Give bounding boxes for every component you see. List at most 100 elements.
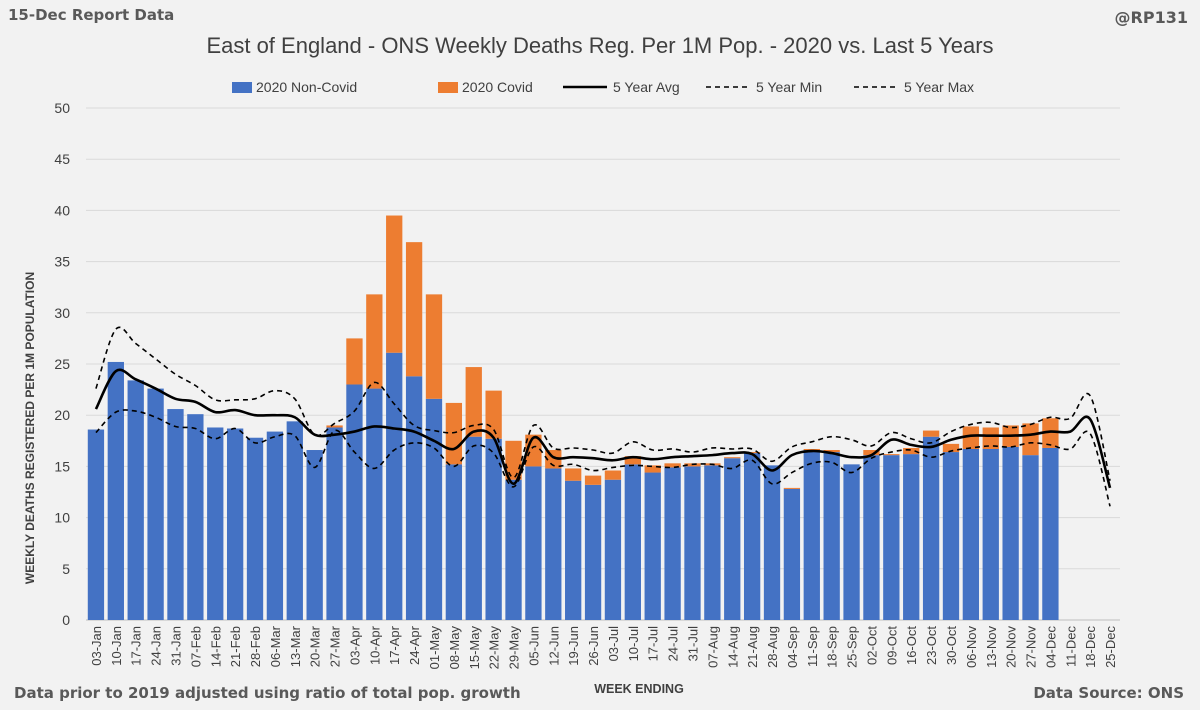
bar-non-covid	[942, 452, 960, 620]
bar-non-covid	[724, 458, 741, 620]
legend-swatch	[232, 82, 252, 93]
bar-non-covid	[207, 427, 224, 620]
bar-non-covid	[883, 455, 900, 620]
x-tick-label: 03-Jan	[89, 626, 104, 666]
report-date-label: 15-Dec Report Data	[8, 6, 175, 24]
bar-non-covid	[962, 448, 980, 620]
bar-non-covid	[505, 479, 522, 620]
x-tick-label: 24-Jul	[666, 626, 681, 662]
bar-covid	[465, 367, 482, 437]
bar-non-covid	[187, 414, 204, 620]
y-tick-label: 5	[62, 561, 70, 577]
y-tick-label: 35	[54, 254, 70, 270]
y-tick-label: 25	[54, 356, 70, 372]
y-tick-label: 45	[54, 151, 70, 167]
bar-covid	[644, 465, 661, 473]
chart-title: East of England - ONS Weekly Deaths Reg.…	[206, 33, 993, 58]
x-tick-label: 24-Jan	[149, 626, 164, 666]
bar-covid	[942, 443, 960, 453]
line-5-year-max	[95, 326, 1111, 481]
x-tick-label: 19-Jun	[566, 626, 581, 666]
x-tick-label: 10-Jan	[109, 626, 124, 666]
x-tick-label: 06-Nov	[964, 626, 979, 668]
bar-covid	[386, 215, 403, 353]
x-tick-label: 29-May	[507, 626, 522, 670]
bar-non-covid	[425, 398, 443, 620]
x-axis-label: WEEK ENDING	[594, 682, 684, 696]
x-tick-label: 03-Jul	[606, 626, 621, 662]
x-tick-label: 30-Oct	[944, 626, 959, 665]
bar-non-covid	[346, 384, 363, 620]
bar-non-covid	[863, 455, 880, 620]
bar-non-covid	[167, 409, 184, 620]
bar-non-covid	[783, 488, 801, 620]
bar-non-covid	[266, 431, 284, 620]
legend: 2020 Non-Covid 2020 Covid 5 Year Avg 5 Year…	[232, 79, 974, 95]
bar-covid	[326, 425, 343, 428]
x-tick-label: 11-Sep	[805, 626, 820, 667]
line-5-year-min	[95, 409, 1111, 507]
x-tick-label: 13-Mar	[288, 625, 303, 667]
bar-non-covid	[743, 453, 761, 620]
bar-covid	[485, 390, 502, 439]
bar-non-covid	[684, 466, 701, 620]
bar-non-covid	[366, 388, 383, 620]
bar-non-covid	[445, 464, 463, 620]
bar-non-covid	[982, 448, 999, 620]
bar-covid	[405, 242, 423, 377]
legend-label: 2020 Non-Covid	[256, 79, 357, 95]
bar-non-covid	[604, 479, 622, 620]
bar-non-covid	[525, 466, 542, 620]
x-tick-label: 10-Jul	[626, 626, 641, 662]
legend-label: 5 Year Min	[756, 79, 822, 95]
x-tick-label: 08-May	[447, 626, 462, 670]
bar-non-covid	[1042, 447, 1059, 620]
x-tick-label: 09-Oct	[884, 626, 899, 665]
bar-non-covid	[843, 464, 860, 620]
x-tick-label: 24-Apr	[407, 625, 422, 665]
bar-covid	[883, 454, 900, 456]
legend-label: 5 Year Max	[904, 79, 974, 95]
bar-non-covid	[107, 361, 124, 620]
bar-covid	[982, 427, 999, 449]
author-handle: @RP131	[1114, 8, 1188, 27]
bar-covid	[922, 430, 940, 437]
x-tick-label: 28-Aug	[765, 626, 780, 668]
x-tick-label: 26-Jun	[586, 626, 601, 666]
bar-covid	[584, 475, 602, 485]
bar-non-covid	[87, 429, 105, 620]
bar-covid	[962, 426, 980, 449]
x-tick-label: 18-Dec	[1083, 626, 1098, 668]
lines	[94, 326, 1112, 507]
x-tick-label: 11-Dec	[1063, 626, 1078, 667]
bars	[87, 215, 1059, 620]
x-tick-label: 27-Mar	[328, 625, 343, 667]
x-tick-label: 31-Jul	[685, 626, 700, 662]
x-tick-label: 14-Feb	[208, 626, 223, 667]
bar-non-covid	[1002, 446, 1019, 620]
legend-swatch	[438, 82, 458, 93]
x-tick-label: 18-Sep	[825, 626, 840, 668]
bar-non-covid	[127, 380, 144, 620]
x-tick-label: 22-May	[487, 626, 502, 670]
bar-non-covid	[326, 427, 343, 620]
x-tick-label: 21-Aug	[745, 626, 760, 668]
bar-covid	[664, 463, 681, 468]
bar-non-covid	[465, 436, 482, 620]
y-axis-ticks: 0 5 10 15 20 25 30 35 40 45 50	[54, 100, 70, 628]
bar-covid	[823, 450, 840, 453]
bar-non-covid	[565, 480, 582, 620]
x-tick-label: 16-Oct	[904, 626, 919, 665]
x-tick-label: 17-Jul	[646, 626, 661, 662]
y-axis-label: WEEKLY DEATHS REGISTERED PER 1M POPULATI…	[23, 272, 37, 584]
bar-non-covid	[1022, 455, 1039, 620]
bar-covid	[445, 402, 463, 465]
y-tick-label: 40	[54, 202, 70, 218]
x-tick-label: 05-Jun	[526, 626, 541, 666]
bar-non-covid	[485, 438, 502, 620]
bar-non-covid	[644, 472, 661, 620]
bar-covid	[624, 456, 641, 465]
bar-non-covid	[763, 465, 781, 620]
bar-covid	[604, 470, 622, 480]
y-tick-label: 15	[54, 458, 70, 474]
